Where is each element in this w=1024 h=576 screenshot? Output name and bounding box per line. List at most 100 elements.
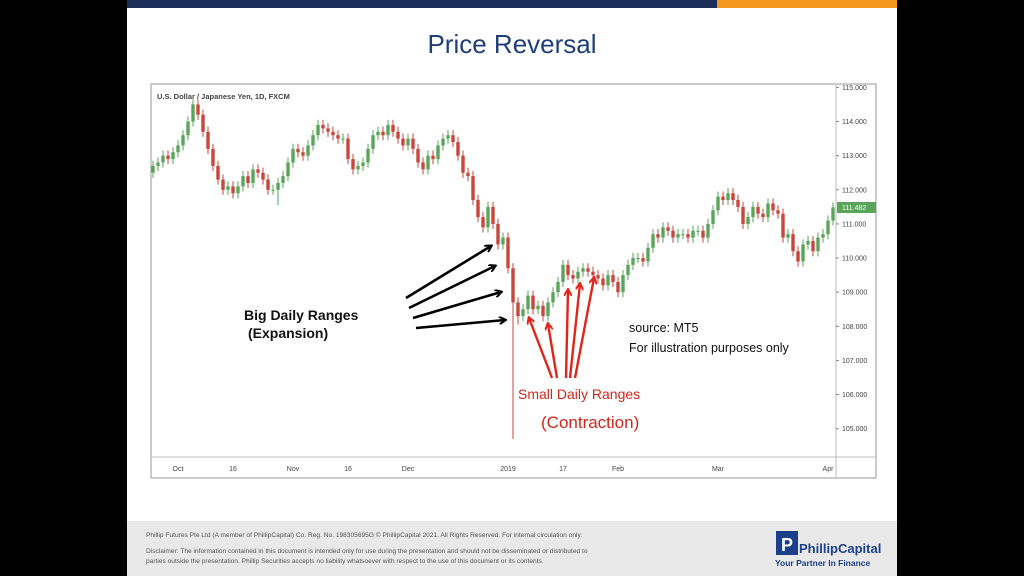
y-tick-label: 110.000: [842, 256, 867, 263]
candle-body: [226, 186, 230, 190]
candle-body: [311, 135, 315, 146]
candle-body: [356, 165, 360, 170]
y-tick-label: 106.000: [842, 392, 867, 399]
candle-body: [381, 131, 385, 136]
candle-body: [696, 230, 700, 232]
candle-body: [716, 196, 720, 211]
candle-body: [256, 169, 260, 173]
candle-body: [781, 213, 785, 238]
x-tick-label: Oct: [173, 466, 184, 473]
y-tick-label: 108.000: [842, 324, 867, 331]
candle-body: [651, 234, 655, 248]
candle-body: [456, 142, 460, 156]
candle-body: [376, 131, 380, 136]
top-bar: [127, 0, 717, 8]
candle-body: [606, 275, 610, 286]
y-tick-label: 114.000: [842, 119, 867, 126]
candle-body: [656, 234, 660, 238]
candle-body: [541, 305, 545, 317]
arrow: [412, 292, 501, 320]
candle-body: [691, 230, 695, 238]
candle-body: [436, 145, 440, 160]
last-price-box: [837, 201, 876, 213]
candle-body: [816, 237, 820, 252]
candle-body: [821, 234, 825, 238]
candle-body: [576, 271, 580, 279]
x-tick-label: Dec: [402, 466, 415, 473]
candle-body: [261, 172, 265, 180]
candle-body: [431, 155, 435, 160]
annotation: (Expansion): [248, 325, 328, 341]
annotation: For illustration purposes only: [629, 341, 790, 355]
candle-body: [671, 230, 675, 238]
candle-body: [531, 295, 535, 310]
candle-body: [681, 234, 685, 236]
candle-body: [151, 165, 155, 173]
arrow: [548, 324, 559, 379]
candle-body: [216, 165, 220, 180]
candle-body: [776, 210, 780, 214]
annotation: Big Daily Ranges: [244, 307, 359, 323]
candle-body: [761, 213, 765, 218]
candle-body: [591, 271, 595, 276]
candle-body: [406, 138, 410, 146]
candle-body: [566, 264, 570, 276]
candle-body: [731, 193, 735, 201]
candle-body: [666, 227, 670, 231]
y-tick-label: 111.000: [842, 221, 866, 228]
candle-body: [341, 138, 345, 140]
candle-body: [176, 145, 180, 153]
y-tick-label: 107.000: [842, 358, 867, 365]
candle-body: [536, 305, 540, 310]
y-tick-label: 112.000: [842, 187, 867, 194]
candle-body: [301, 152, 305, 156]
candle-body: [386, 124, 390, 136]
candle-body: [526, 295, 530, 310]
arrow: [573, 278, 594, 379]
candle-body: [416, 148, 420, 163]
candle-body: [251, 169, 255, 183]
x-tick-label: 17: [559, 466, 567, 473]
candle-body: [281, 176, 285, 183]
candle-body: [676, 234, 680, 238]
candle-body: [166, 155, 170, 160]
arrow: [529, 318, 554, 379]
candle-body: [411, 138, 415, 149]
candle-body: [371, 135, 375, 149]
y-tick-label: 115.000: [842, 85, 867, 92]
candle-body: [481, 217, 485, 228]
candle-body: [511, 268, 515, 303]
candle-body: [181, 135, 185, 146]
x-tick-label: Feb: [612, 466, 624, 473]
candle-body: [466, 172, 470, 177]
candle-body: [586, 268, 590, 272]
candle-body: [396, 131, 400, 139]
x-tick-label: 16: [344, 466, 352, 473]
candle-body: [486, 206, 490, 228]
candle-body: [551, 292, 555, 303]
candle-body: [476, 200, 480, 218]
candle-body: [296, 148, 300, 153]
candle-body: [236, 186, 240, 194]
candle-body: [831, 207, 835, 221]
top-bar-accent: [717, 0, 897, 8]
candle-body: [506, 237, 510, 269]
candle-body: [786, 234, 790, 238]
y-tick-label: 105.000: [842, 426, 867, 433]
candle-body: [211, 148, 215, 166]
arrow: [405, 246, 491, 300]
arrow: [568, 284, 580, 379]
candle-body: [316, 124, 320, 136]
candle-body: [766, 203, 770, 218]
candle-body: [611, 275, 615, 282]
candle-body: [496, 223, 500, 245]
candle-body: [201, 114, 205, 132]
candle-body: [446, 135, 450, 139]
candle-body: [646, 247, 650, 262]
candle-body: [741, 206, 745, 224]
candle-body: [721, 196, 725, 201]
annotation: Small Daily Ranges: [518, 386, 640, 402]
candle-body: [291, 148, 295, 163]
candle-body: [801, 244, 805, 262]
candle-body: [736, 200, 740, 207]
